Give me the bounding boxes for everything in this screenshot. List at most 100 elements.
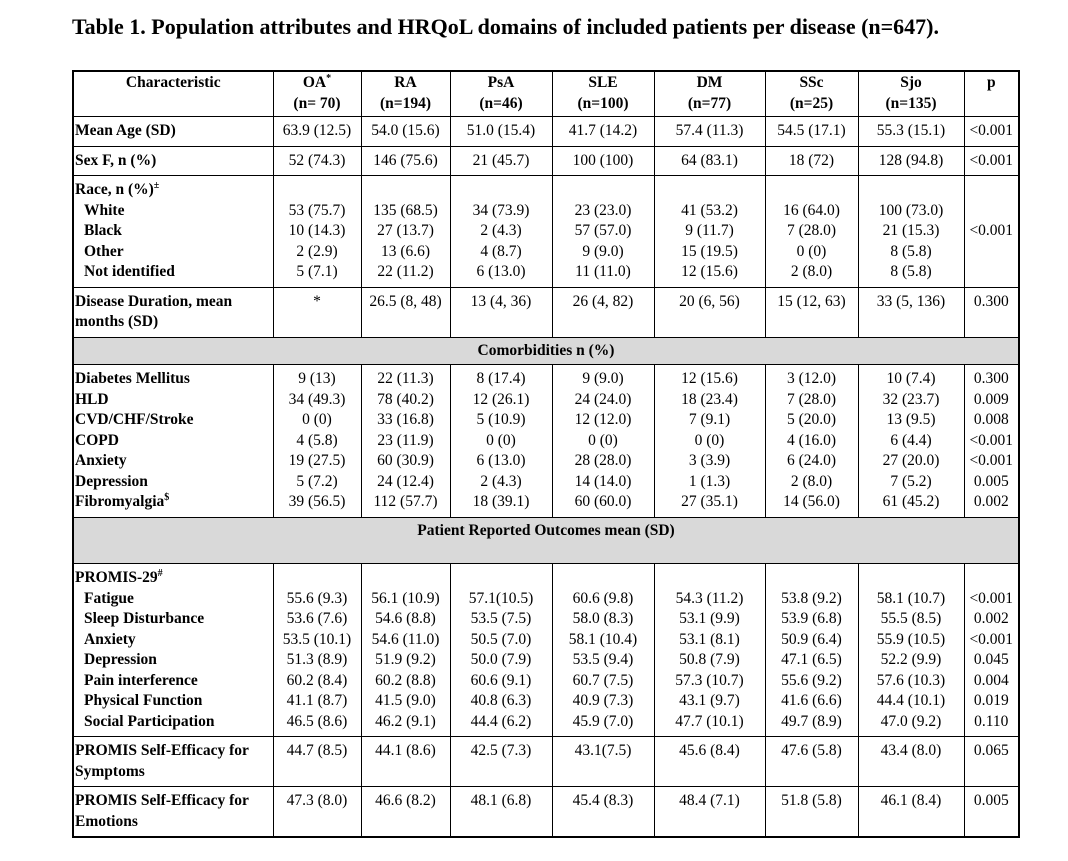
column-header: OA* (n= 70) [272,70,362,117]
cell: 24 (12.4) [377,472,434,490]
cell: 53 (75.7) [288,201,346,219]
cell: 12 (12.0) [574,411,632,428]
cell: 40.8 (6.3) [470,692,532,709]
table-block: PROMIS Self-Efficacy for Emotions 47.3 (8… [72,786,1020,838]
cell: 15 (12, 63) [764,286,859,338]
cell: 18 (39.1) [472,493,530,510]
cell: 41.5 (9.0) [375,692,436,709]
sub-label-line: Sleep Disturbance [75,609,270,630]
cell: 0.002 [973,493,1009,510]
spacer [769,568,855,589]
cell: 48.1 (6.8) [449,786,553,838]
cell: 56.1 (10.9) [371,589,440,607]
cell: 55.6 (9.2) [781,671,842,689]
row-label-text: Mean Age (SD) [75,122,176,139]
cell-column: 22 (11.3) 78 (40.2) 33 (16.8) 23 (11.9) 60 (… [360,364,451,518]
table-row: PROMIS Self-Efficacy for Symptoms 44.7 (8… [72,736,1020,787]
cell-column: 10 (7.4) 32 (23.7) 13 (9.5) 6 (4.4) 27 (20.0… [857,364,965,518]
spacer [277,568,358,589]
column-n: (n=194) [379,94,432,112]
spacer [862,180,961,201]
cell: 24 (24.0) [574,390,632,408]
column-header: PsA (n=46) [449,70,553,117]
cell: 11 (11.0) [575,263,631,280]
cell: 7 (28.0) [786,390,837,408]
table-row: PROMIS-29# Fatigue Sleep Disturbance Anxiet… [72,563,1020,737]
cell: 19 (27.5) [288,452,346,469]
cell: 51.9 (9.2) [375,651,436,668]
cell: 3 (3.9) [688,452,731,469]
cell: 13 (4, 36) [449,286,553,338]
cell: 6 (13.0) [476,263,526,280]
column-name: SLE [588,74,618,91]
column-n: (n=46) [479,94,523,112]
cell: 45.9 (7.0) [572,712,634,730]
cell: 0.045 [973,651,1009,668]
cell: 55.3 (15.1) [857,116,965,147]
column-name: DM [696,74,723,91]
cell: 41 (53.2) [681,201,738,219]
table-row: Race, n (%)± White Black Other Not identifie… [72,175,1020,288]
cell: 0.008 [973,411,1009,428]
column-name: Sjo [900,74,922,91]
spacer [658,180,762,201]
cell: 14 (56.0) [783,493,840,510]
sub-label-line: Not identified [75,262,270,283]
cell: 53.9 (6.8) [781,610,842,627]
cell: 146 (75.6) [360,145,451,176]
column-name-line: p [968,73,1016,94]
cell: 16 (64.0) [783,201,840,219]
column-name: OA [302,74,327,91]
row-label-line: COPD [75,431,270,452]
table-block: Mean Age (SD) 63.9 (12.5) 54.0 (15.6) 51.0 … [72,116,1020,147]
row-label-text: PROMIS Self-Efficacy for Symptoms [75,742,249,780]
column-header: SLE (n=100) [551,70,655,117]
cell: 27 (20.0) [882,452,940,469]
cell: 22 (11.2) [377,263,434,280]
cell: 0 (0) [302,411,332,428]
column-name-line: DM [658,73,762,94]
cell: 0 (0) [486,431,516,449]
row-label: Disease Duration, mean months (SD) [72,286,274,338]
table-block: Comorbidities n (%) [72,336,1020,365]
sub-label: Physical Function [84,692,203,709]
row-label: Diabetes Mellitus HLD CVD/CHF/Stroke COPD An… [72,364,274,518]
table-row: PROMIS Self-Efficacy for Emotions 47.3 (8… [72,786,1020,838]
cell-column: 60.6 (9.8) 58.0 (8.3) 58.1 (10.4) 53.5 (9.4… [551,563,655,737]
cell: 21 (45.7) [449,145,553,176]
sub-label-line: Social Participation [75,712,270,733]
cell: 4 (5.8) [296,431,338,449]
cell: 46.6 (8.2) [360,786,451,838]
spacer [556,568,651,589]
cell: 34 (49.3) [288,390,346,408]
cell: 43.1 (9.7) [679,692,740,709]
cell: 5 (7.1) [296,263,338,280]
cell: 53.5 (7.5) [470,610,532,627]
row-label-text: Sex F, n (%) [75,151,157,169]
cell: 100 (100) [551,145,655,176]
cell: 54.0 (15.6) [360,116,451,147]
row-label: PROMIS-29# Fatigue Sleep Disturbance Anxiet… [72,563,274,737]
sub-label: White [84,201,125,219]
sub-label-line: Physical Function [75,691,270,712]
row-label-text: Depression [75,472,148,490]
row-label: Mean Age (SD) [72,116,274,147]
column-name: p [986,74,996,91]
cell-column: 8 (17.4) 12 (26.1) 5 (10.9) 0 (0) 6 (13.0) 2 … [449,364,553,518]
cell: 60.7 (7.5) [572,671,634,689]
cell: 39 (56.5) [288,493,346,510]
sub-label: Other [84,242,124,260]
table-row: Disease Duration, mean months (SD) * 26.5 … [72,286,1020,338]
cell-column: 54.3 (11.2) 53.1 (9.9) 53.1 (8.1) 50.8 (7.9… [653,563,766,737]
cell: 0.009 [973,390,1009,408]
cell: 5 (7.2) [296,472,338,490]
cell: 53.6 (7.6) [286,610,348,627]
row-label-text: Fibromyalgia [75,493,165,510]
cell: 60 (30.9) [377,452,434,469]
table-header: Characteristic OA* (n= 70) RA (n=194) PsA (n=4… [72,70,1020,117]
cell: 12 (26.1) [472,390,530,408]
column-n: (n= 70) [293,94,341,112]
cell: 2 (4.3) [480,472,522,490]
row-label-line: Depression [75,472,270,493]
cell: 9 (11.7) [685,222,734,239]
